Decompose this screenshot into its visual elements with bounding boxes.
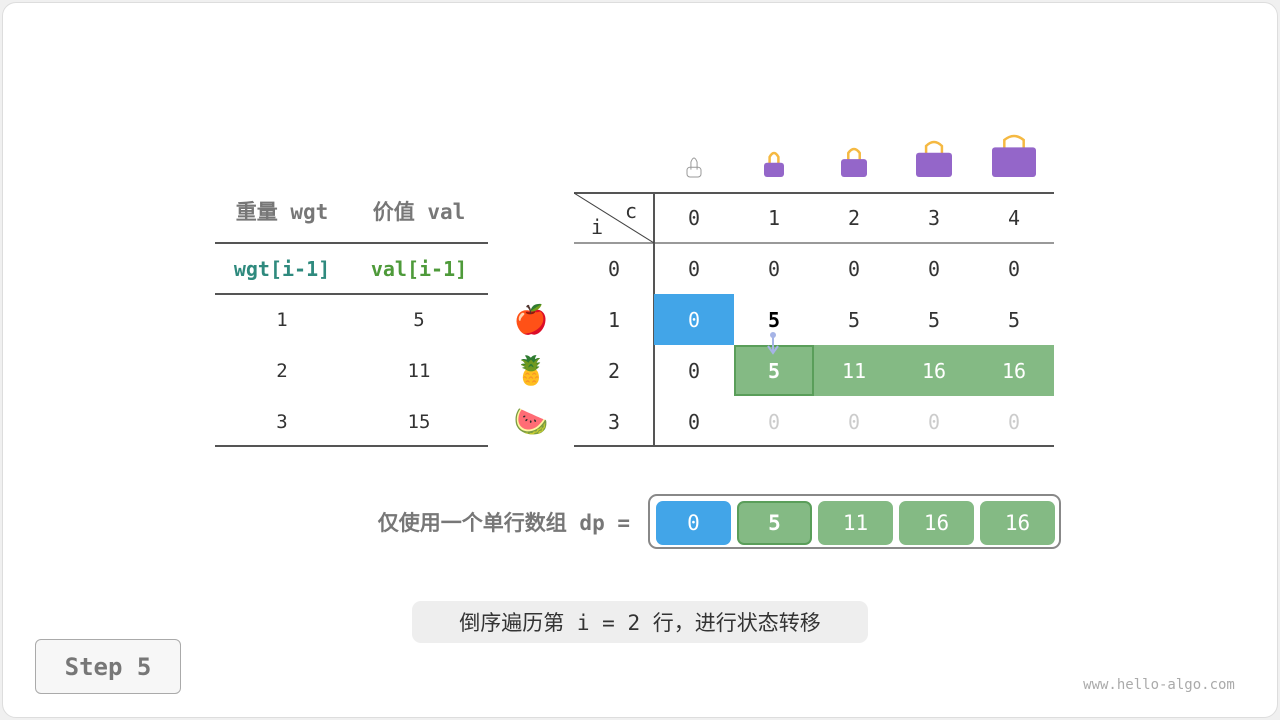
bag-icon-1 xyxy=(764,151,784,177)
dp-cell: 16 xyxy=(894,345,974,396)
bag-icon-2 xyxy=(841,147,867,177)
row-header: 3 xyxy=(607,409,621,434)
subheader-val: val[i-1] xyxy=(370,257,468,281)
dp-cell: 5 xyxy=(734,345,814,396)
dp-cell: 5 xyxy=(927,307,941,332)
dp-array-cell: 0 xyxy=(656,501,731,545)
wgt-cell: 3 xyxy=(276,410,288,433)
header-val: 价值 val xyxy=(372,200,466,224)
row-header: 1 xyxy=(607,307,621,332)
col-header: 2 xyxy=(847,206,861,230)
row-axis-label: i xyxy=(590,215,604,239)
caption: 倒序遍历第 i = 2 行，进行状态转移 xyxy=(412,601,868,643)
dp-cell: 0 xyxy=(847,409,861,434)
col-axis-label: c xyxy=(624,199,638,223)
dp-cell: 16 xyxy=(974,345,1054,396)
dp-cell: 0 xyxy=(1007,256,1021,281)
wgt-cell: 2 xyxy=(276,359,288,382)
row-header: 0 xyxy=(607,256,621,281)
watermelon-icon: 🍉 xyxy=(513,406,549,437)
dp-array-cell: 11 xyxy=(818,501,893,545)
dp-cell: 0 xyxy=(654,294,734,345)
pineapple-icon: 🍍 xyxy=(513,355,549,386)
step-label: Step 5 xyxy=(35,639,181,694)
subheader-wgt: wgt[i-1] xyxy=(233,257,331,281)
dp-array-cell: 5 xyxy=(737,501,812,545)
dp-cell: 0 xyxy=(847,256,861,281)
dp-cell: 11 xyxy=(814,345,894,396)
col-header: 3 xyxy=(927,206,941,230)
dp-cell: 5 xyxy=(767,307,781,332)
dp-array-cell: 16 xyxy=(899,501,974,545)
dp-array-cell: 16 xyxy=(980,501,1055,545)
col-header: 4 xyxy=(1007,206,1021,230)
dp-cell: 0 xyxy=(687,358,701,383)
dp-cell: 0 xyxy=(927,409,941,434)
dp-array xyxy=(648,494,1061,549)
apple-icon: 🍎 xyxy=(513,304,549,335)
dp-cell: 0 xyxy=(687,256,701,281)
dp-cell: 5 xyxy=(847,307,861,332)
bag-icon-3 xyxy=(916,140,952,177)
col-header: 0 xyxy=(687,206,701,230)
dp-cell: 0 xyxy=(767,409,781,434)
header-wgt: 重量 wgt xyxy=(235,200,329,224)
dp-cell: 5 xyxy=(1007,307,1021,332)
arrow-down-icon xyxy=(767,332,779,355)
dp-cell: 0 xyxy=(1007,409,1021,434)
dp-array-label: 仅使用一个单行数组 dp = xyxy=(377,511,630,535)
val-cell: 5 xyxy=(413,308,425,331)
row-header: 2 xyxy=(607,358,621,383)
diagonal-divider xyxy=(574,193,654,243)
val-cell: 11 xyxy=(407,359,431,382)
val-cell: 15 xyxy=(407,410,431,433)
bag-icon-0 xyxy=(686,157,702,178)
wgt-cell: 1 xyxy=(276,308,288,331)
col-header: 1 xyxy=(767,206,781,230)
watermark: www.hello-algo.com xyxy=(1083,677,1235,693)
dp-cell: 0 xyxy=(927,256,941,281)
dp-cell: 0 xyxy=(767,256,781,281)
dp-cell: 0 xyxy=(687,409,701,434)
bag-icon-4 xyxy=(992,134,1036,177)
